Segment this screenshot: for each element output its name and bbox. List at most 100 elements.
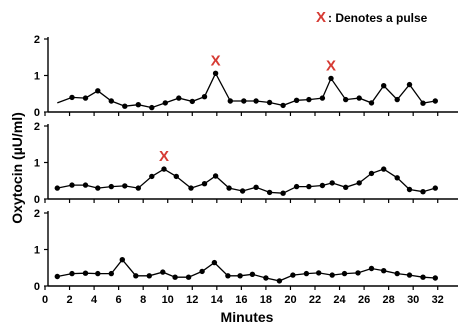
data-point-panel-1-12 — [201, 94, 208, 100]
data-point-panel-2-8 — [149, 173, 155, 180]
data-point-panel-2-11 — [188, 185, 194, 191]
x-tick-label-20: 20 — [284, 294, 296, 306]
data-point-panel-1-9 — [162, 100, 168, 106]
x-tick-label-22: 22 — [309, 294, 321, 306]
data-point-panel-1-20 — [306, 96, 312, 103]
data-point-panel-3-16 — [249, 271, 256, 277]
data-point-panel-3-24 — [355, 270, 361, 276]
data-point-panel-3-20 — [303, 270, 310, 277]
pulse-layer: X X X — [159, 52, 336, 165]
data-point-panel-2-15 — [239, 188, 246, 194]
data-point-panel-1-3 — [82, 95, 89, 101]
x-tick-label-14: 14 — [211, 294, 224, 306]
data-point-panel-2-16 — [253, 184, 259, 190]
data-point-panel-1-5 — [108, 98, 115, 104]
data-point-panel-1-17 — [266, 99, 273, 106]
x-tick-label-0: 0 — [42, 294, 48, 306]
data-point-panel-3-1 — [54, 273, 60, 280]
data-point-panel-2-18 — [280, 190, 286, 196]
data-point-panel-1-10 — [176, 95, 182, 101]
data-point-panel-3-25 — [368, 265, 375, 272]
data-point-panel-2-19 — [293, 183, 300, 190]
data-point-panel-2-29 — [420, 189, 426, 195]
legend-marker: X — [316, 9, 326, 26]
data-point-panel-3-17 — [263, 275, 269, 281]
data-point-panel-2-24 — [356, 180, 362, 186]
data-point-panel-1-29 — [420, 100, 426, 106]
data-point-panel-3-22 — [329, 272, 335, 278]
data-point-panel-1-2 — [69, 94, 75, 101]
series-line-panel-1 — [57, 71, 436, 109]
data-point-panel-3-8 — [146, 273, 152, 279]
data-point-panel-3-7 — [133, 273, 139, 279]
data-point-panel-3-19 — [290, 272, 296, 278]
data-point-panel-3-15 — [237, 273, 243, 279]
pulse-marker-panel-1-2: X — [326, 57, 336, 74]
legend-text: : Denotes a pulse — [328, 11, 428, 25]
data-point-panel-2-20 — [306, 183, 312, 190]
data-point-panel-2-22 — [329, 180, 335, 186]
x-tick-label-30: 30 — [407, 294, 419, 306]
y-tick-label-panel-2-1: 1 — [34, 158, 40, 170]
y-tick-label-panel-3-2: 2 — [34, 208, 40, 220]
data-point-panel-1-22 — [328, 75, 334, 82]
data-point-panel-2-17 — [266, 189, 273, 196]
data-point-panel-3-9 — [160, 269, 166, 275]
y-tick-label-panel-1-0: 0 — [34, 107, 40, 119]
x-tick-label-24: 24 — [333, 294, 346, 306]
pulse-marker-panel-1-1: X — [211, 52, 221, 69]
data-point-panel-3-11 — [185, 274, 192, 280]
data-point-panel-1-15 — [241, 98, 247, 104]
x-tick-label-16: 16 — [235, 294, 247, 306]
series-line-panel-2 — [57, 168, 436, 194]
data-point-panel-2-12 — [201, 181, 208, 187]
data-point-panel-3-10 — [172, 274, 178, 280]
x-tick-label-26: 26 — [358, 294, 370, 306]
data-point-panel-2-25 — [368, 170, 375, 177]
data-point-panel-2-23 — [343, 184, 349, 190]
data-point-panel-1-28 — [406, 81, 413, 88]
data-point-panel-1-18 — [280, 102, 286, 109]
data-point-panel-3-12 — [199, 268, 205, 275]
data-point-panel-1-27 — [394, 96, 400, 103]
data-point-panel-3-5 — [108, 270, 115, 277]
x-tick-label-4: 4 — [91, 294, 98, 306]
x-tick-label-18: 18 — [260, 294, 272, 306]
y-tick-label-panel-3-1: 1 — [34, 245, 40, 257]
y-axis-title: Oxytocin (µU/ml) — [9, 112, 25, 224]
x-tick-label-8: 8 — [140, 294, 146, 306]
x-tick-label-12: 12 — [186, 294, 198, 306]
data-point-panel-2-30 — [432, 185, 438, 191]
y-tick-label-panel-2-2: 2 — [34, 121, 40, 133]
data-point-panel-2-21 — [319, 182, 326, 189]
x-tick-label-6: 6 — [116, 294, 122, 306]
data-point-panel-1-23 — [343, 96, 349, 103]
data-point-panel-1-4 — [95, 88, 101, 94]
data-point-panel-2-28 — [406, 186, 413, 193]
data-point-panel-3-13 — [211, 259, 218, 266]
data-point-panel-2-2 — [69, 182, 75, 188]
data-point-panel-2-6 — [122, 183, 128, 189]
data-point-panel-2-4 — [95, 185, 101, 191]
data-point-panel-2-1 — [54, 185, 60, 191]
data-point-panel-1-8 — [149, 104, 155, 111]
data-point-panel-2-10 — [173, 173, 179, 180]
data-point-panel-3-2 — [69, 270, 75, 277]
x-tick-label-32: 32 — [432, 294, 444, 306]
x-axis-title: Minutes — [221, 309, 274, 325]
series-layer — [54, 70, 438, 284]
data-point-panel-1-6 — [122, 103, 128, 109]
data-point-panel-1-30 — [432, 98, 438, 104]
data-point-panel-1-21 — [319, 95, 326, 101]
data-point-panel-2-13 — [212, 173, 219, 179]
x-tick-label-10: 10 — [162, 294, 174, 306]
x-tick-label-2: 2 — [66, 294, 72, 306]
y-tick-label-panel-2-0: 0 — [34, 194, 40, 206]
series-line-panel-3 — [57, 258, 436, 282]
data-point-panel-2-27 — [394, 175, 400, 181]
data-point-panel-2-7 — [135, 185, 141, 191]
y-tick-label-panel-1-1: 1 — [34, 71, 40, 83]
data-point-panel-3-14 — [225, 273, 231, 279]
